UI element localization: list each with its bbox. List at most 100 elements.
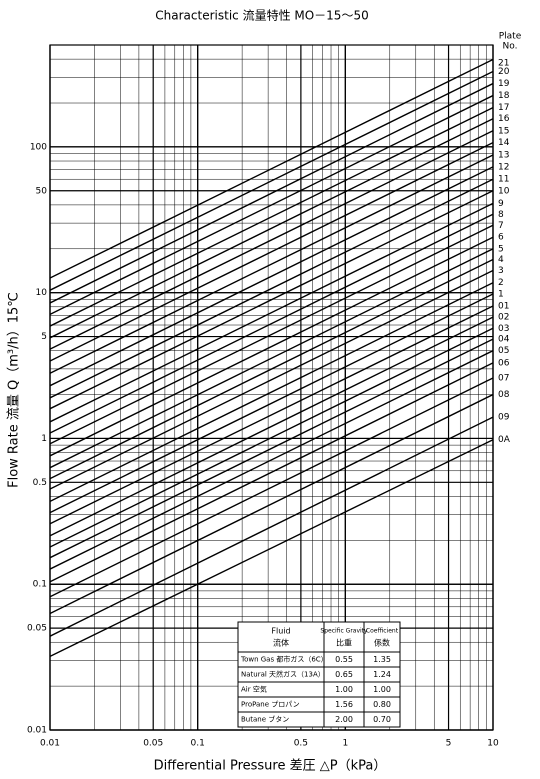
x-tick-label: 10 xyxy=(487,739,499,749)
table-cell: 0.65 xyxy=(335,670,353,679)
series-line xyxy=(50,166,493,387)
chart-title: Characteristic 流量特性 MO－15～50 xyxy=(155,8,368,23)
series-line xyxy=(50,248,493,469)
table-cell: 1.35 xyxy=(373,655,391,664)
table-cell: 0.55 xyxy=(335,655,353,664)
series-line xyxy=(50,154,493,374)
y-tick-label: 10 xyxy=(36,288,48,298)
table-cell: ProPane プロパン xyxy=(241,701,300,709)
series-line xyxy=(50,305,493,525)
y-tick-label: 5 xyxy=(41,332,47,342)
series-line xyxy=(50,178,493,399)
legend-title: Plate xyxy=(499,32,522,42)
legend-label: 16 xyxy=(498,114,510,124)
y-axis-title: Flow Rate 流量 Q（m³/h）15℃ xyxy=(7,292,22,488)
x-tick-label: 5 xyxy=(446,739,452,749)
legend-label: 12 xyxy=(498,162,509,172)
legend-label: 19 xyxy=(498,79,510,89)
series-line xyxy=(50,236,493,457)
series-line xyxy=(50,327,493,548)
legend-label: 10 xyxy=(498,186,510,196)
series-line xyxy=(50,362,493,583)
table-header: Coefficient xyxy=(366,628,399,635)
legend-title: No. xyxy=(503,42,518,52)
legend-label: 20 xyxy=(498,67,510,77)
x-tick-label: 0.05 xyxy=(143,739,163,749)
legend-label: 15 xyxy=(498,126,509,136)
legend-label: 4 xyxy=(498,255,504,265)
series-line xyxy=(50,106,493,327)
table-cell: 0.80 xyxy=(373,700,391,709)
y-tick-label: 0.5 xyxy=(33,478,47,488)
legend-label: 21 xyxy=(498,59,509,69)
series-line xyxy=(50,118,493,339)
table-header: Fluid xyxy=(271,627,290,636)
table-frame xyxy=(237,621,401,728)
series-line xyxy=(50,258,493,480)
series-line xyxy=(50,416,493,637)
fluid-table: Fluid 流体 Town Gas 都市ガス（6C） Natural 天然ガス（13A… xyxy=(237,621,401,728)
series-line xyxy=(50,94,493,315)
x-tick-label: 0.1 xyxy=(191,739,205,749)
legend-label: 3 xyxy=(498,266,504,276)
table-cell: 1.00 xyxy=(335,685,353,694)
legend-label: 5 xyxy=(498,244,504,254)
legend-label: 2 xyxy=(498,278,504,288)
series-line xyxy=(50,202,493,423)
legend-label: 8 xyxy=(498,210,504,220)
series-line xyxy=(50,293,493,514)
y-tick-label: 0.01 xyxy=(27,726,47,736)
x-tick-label: 0.01 xyxy=(40,739,60,749)
table-cell: 1.56 xyxy=(335,700,353,709)
y-tick-label: 1 xyxy=(41,434,47,444)
series-line xyxy=(50,350,493,570)
legend-label: 6 xyxy=(498,233,504,243)
series-line xyxy=(50,213,493,434)
table-cell: 1.24 xyxy=(373,670,391,679)
legend-label: 7 xyxy=(498,221,504,231)
legend-label: 18 xyxy=(498,91,510,101)
legend-label: 02 xyxy=(498,313,509,323)
series-line xyxy=(50,130,493,350)
series-line xyxy=(50,439,493,657)
legend-label: 14 xyxy=(498,138,510,148)
series-line xyxy=(50,282,493,503)
series-line xyxy=(50,82,493,304)
series-line xyxy=(50,141,493,362)
series-line xyxy=(50,269,493,490)
series-line xyxy=(50,393,493,615)
y-tick-label: 0.1 xyxy=(33,580,47,590)
legend-label: 11 xyxy=(498,175,509,185)
y-tick-label: 50 xyxy=(36,186,48,196)
table-cell: 2.00 xyxy=(335,715,353,724)
table-cell: Town Gas 都市ガス（6C） xyxy=(240,655,328,664)
table-cell: Air 空気 xyxy=(241,685,267,694)
x-tick-label: 0.5 xyxy=(294,739,308,749)
table-header: 流体 xyxy=(273,638,289,648)
series-line xyxy=(50,377,493,598)
table-cell: 1.00 xyxy=(373,685,391,694)
legend-label: 01 xyxy=(498,302,509,312)
legend-label: 1 xyxy=(498,289,504,299)
legend-label: 0A xyxy=(498,435,511,445)
series-line xyxy=(50,190,493,410)
series-line xyxy=(50,70,493,291)
table-header: 比重 xyxy=(336,638,352,648)
series-line xyxy=(50,338,493,559)
x-tick-label: 1 xyxy=(342,739,348,749)
y-tick-label: 0.05 xyxy=(27,624,47,634)
table-cell: Butane ブタン xyxy=(241,715,289,724)
legend-label: 13 xyxy=(498,150,509,160)
y-tick-label: 100 xyxy=(30,142,47,152)
legend-label: 09 xyxy=(498,413,510,423)
legend-label: 07 xyxy=(498,373,509,383)
table-header: Specific Gravity xyxy=(320,628,368,635)
table-header: 係数 xyxy=(374,638,390,648)
legend-label: 05 xyxy=(498,346,509,356)
legend-label: 17 xyxy=(498,103,509,113)
table-cell: 0.70 xyxy=(373,715,391,724)
legend-label: 03 xyxy=(498,324,509,334)
table-cell: Natural 天然ガス（13A） xyxy=(241,670,325,679)
series-line xyxy=(50,224,493,445)
